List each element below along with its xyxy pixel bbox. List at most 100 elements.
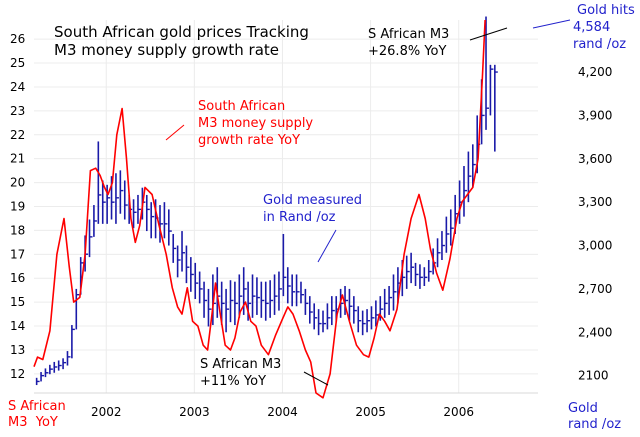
- gold-bar: [132, 199, 137, 229]
- left-tick-label: 20: [10, 176, 25, 190]
- gold-series: [35, 16, 498, 386]
- annotation-gold-label-line-2: in Rand /oz: [263, 210, 336, 225]
- gold-bar: [256, 277, 260, 315]
- x-tick-label: 2002: [91, 405, 122, 419]
- left-tick-label: 24: [10, 80, 25, 94]
- gold-bar: [269, 280, 274, 318]
- gold-bar: [339, 288, 344, 318]
- left-axis-label: S African M3 YoY: [8, 399, 66, 430]
- gold-bar: [159, 205, 163, 243]
- gold-bar: [388, 286, 393, 315]
- gold-bar: [225, 288, 230, 333]
- gold-bar: [286, 267, 291, 304]
- gold-bar: [344, 286, 349, 315]
- gold-bar: [427, 259, 432, 282]
- left-tick-label: 23: [10, 104, 25, 118]
- gold-bar: [308, 296, 313, 324]
- left-tick-label: 18: [10, 223, 25, 237]
- right-tick-label: 2100: [578, 369, 609, 383]
- x-tick-label: 2006: [443, 405, 474, 419]
- gold-bar: [123, 180, 128, 220]
- gold-bar: [62, 358, 67, 370]
- gold-bar: [405, 255, 410, 289]
- gold-bar: [361, 310, 366, 336]
- annotation-m3-label-line-2: M3 money supply: [198, 116, 313, 131]
- annotation-gold-high: Gold hits 4,584 rand /oz: [532, 3, 635, 52]
- gold-bar: [71, 325, 75, 359]
- gold-bar: [260, 281, 265, 318]
- annotation-gold-high-line-3: rand /oz: [573, 37, 626, 52]
- right-tick-label: 4,200: [578, 65, 612, 79]
- gold-bar: [115, 173, 119, 224]
- gold-bar: [40, 372, 45, 382]
- annotation-m3-high: S African M3 +26.8% YoY: [368, 27, 508, 59]
- gold-bar: [370, 306, 375, 330]
- gold-bar: [304, 288, 309, 315]
- left-tick-label: 14: [10, 319, 25, 333]
- left-tick-label: 15: [10, 295, 25, 309]
- annotation-m3-high-line-2: +26.8% YoY: [368, 44, 446, 59]
- gold-bar: [326, 303, 331, 330]
- left-tick-label: 16: [10, 271, 25, 285]
- right-tick-label: 2,700: [578, 282, 612, 296]
- gold-bar: [463, 166, 467, 217]
- right-axis-label-line-1: Gold: [568, 401, 598, 416]
- gold-bar: [150, 202, 155, 239]
- annotation-gold-label: Gold measured in Rand /oz: [263, 193, 362, 263]
- left-tick-label: 19: [10, 200, 25, 214]
- gold-bar: [119, 170, 124, 214]
- left-tick-label: 17: [10, 247, 25, 261]
- gold-bar: [419, 264, 423, 289]
- gold-bar: [449, 209, 454, 246]
- right-tick-label: 3,900: [578, 108, 612, 122]
- annotation-gold-high-pointer: [532, 19, 571, 29]
- right-tick-label: 3,300: [578, 195, 612, 209]
- m3-series: [33, 19, 486, 399]
- gold-bar: [176, 245, 181, 278]
- gold-bar: [313, 303, 318, 330]
- gold-bar: [273, 274, 278, 315]
- gold-bar: [295, 274, 300, 307]
- gold-bar: [485, 16, 490, 130]
- annotation-m3-high-pointer: [469, 27, 508, 41]
- gold-bar: [97, 141, 102, 224]
- gold-bar: [35, 377, 40, 386]
- gold-bar: [348, 288, 353, 321]
- annotation-m3-label-line-3: growth rate YoY: [198, 133, 300, 148]
- gold-bar: [145, 194, 150, 232]
- left-tick-label: 21: [10, 152, 25, 166]
- left-axis-label-line-1: S African: [8, 399, 66, 414]
- right-tick-label: 2,400: [578, 325, 612, 339]
- gold-bar: [234, 281, 238, 326]
- gold-bar: [331, 296, 335, 326]
- gold-bar: [291, 274, 296, 307]
- gold-bar: [441, 231, 445, 260]
- gold-bar: [185, 245, 190, 284]
- right-tick-label: 3,000: [578, 239, 612, 253]
- gold-bar: [238, 274, 243, 318]
- gold-bar: [300, 281, 304, 304]
- gold-bar: [93, 205, 97, 237]
- gold-bar: [278, 271, 282, 311]
- gold-bar: [489, 64, 494, 116]
- gold-bar: [220, 281, 225, 326]
- gold-bar: [198, 271, 203, 304]
- gold-bar: [423, 267, 428, 287]
- right-axis-label-line-2: rand /oz: [568, 417, 621, 432]
- annotation-m3-low-line-2: +11% YoY: [200, 374, 266, 389]
- gold-bar: [375, 300, 379, 327]
- m3-line: [33, 19, 486, 399]
- x-tick-label: 2003: [179, 405, 210, 419]
- grid: [34, 20, 538, 394]
- left-axis-ticks: 12 13 14 15 16 17 18 19 20 21 22 23 24 25 26: [10, 32, 25, 381]
- gold-bar: [168, 209, 172, 246]
- gold-bar: [366, 309, 371, 333]
- gold-bar: [137, 194, 141, 224]
- gold-bar: [353, 296, 357, 324]
- left-tick-label: 25: [10, 56, 25, 70]
- chart-title-line-1: South African gold prices Tracking: [54, 23, 309, 41]
- gold-bar: [49, 364, 53, 375]
- x-tick-label: 2005: [355, 405, 386, 419]
- chart-title: South African gold prices Tracking M3 mo…: [54, 23, 309, 59]
